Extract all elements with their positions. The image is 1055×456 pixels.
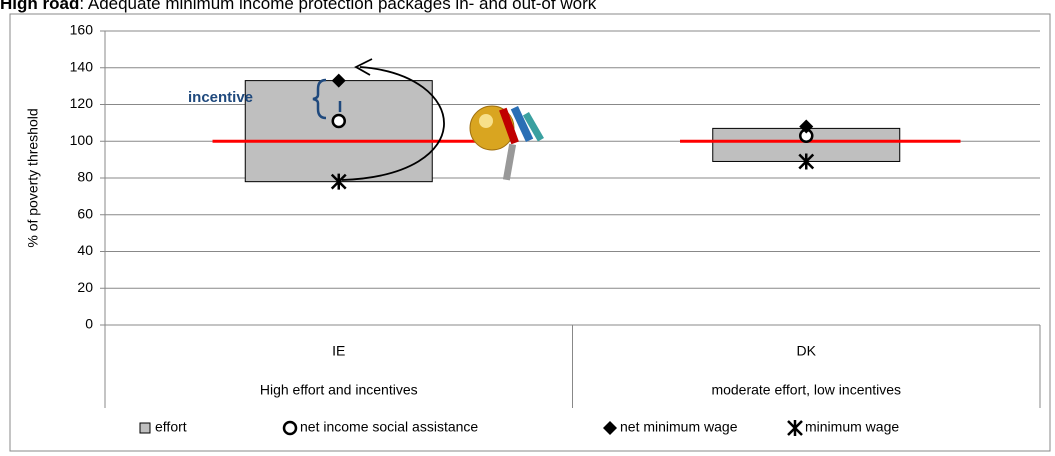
marker-circle — [282, 420, 298, 436]
chart-title: High road: Adequate minimum income prote… — [0, 0, 597, 13]
illustration — [469, 105, 544, 181]
title-bold: High road — [0, 0, 79, 13]
marker-diamond — [603, 421, 617, 435]
marker-diamond — [799, 119, 814, 134]
chart-border — [9, 13, 1051, 452]
group-label: High effort and incentives — [260, 382, 418, 398]
y-tick-label: 0 — [85, 316, 93, 332]
legend-label: net minimum wage — [620, 419, 738, 435]
incentive-bracket — [312, 78, 342, 120]
arrow — [341, 66, 445, 181]
y-tick-label: 100 — [70, 132, 94, 148]
x-tick-label: IE — [332, 343, 345, 359]
y-tick-label: 160 — [70, 22, 94, 38]
marker-star — [330, 173, 347, 190]
legend-label: effort — [155, 419, 187, 435]
y-tick-label: 140 — [70, 58, 94, 74]
marker-circle — [331, 113, 346, 129]
marker-diamond — [331, 73, 346, 88]
effort-box — [244, 80, 433, 183]
y-axis-label: % of poverty threshold — [25, 108, 41, 247]
marker-star — [787, 420, 803, 436]
y-tick-label: 120 — [70, 95, 94, 111]
y-tick-label: 60 — [77, 205, 93, 221]
legend-swatch — [139, 422, 151, 434]
y-tick-label: 80 — [77, 169, 93, 185]
legend-label: net income social assistance — [300, 419, 478, 435]
group-label: moderate effort, low incentives — [711, 382, 901, 398]
title-rest: : Adequate minimum income protection pac… — [79, 0, 596, 13]
x-tick-label: DK — [797, 343, 817, 359]
plot: 0 20 40 60 80 100 120 140 160 IE High effort and i… — [70, 22, 1041, 436]
y-tick-label: 20 — [77, 279, 93, 295]
legend-label: minimum wage — [805, 419, 899, 435]
annotation: incentive — [188, 89, 253, 106]
marker-star — [798, 153, 815, 170]
arrow-head — [354, 58, 373, 76]
y-tick-label: 40 — [77, 242, 93, 258]
